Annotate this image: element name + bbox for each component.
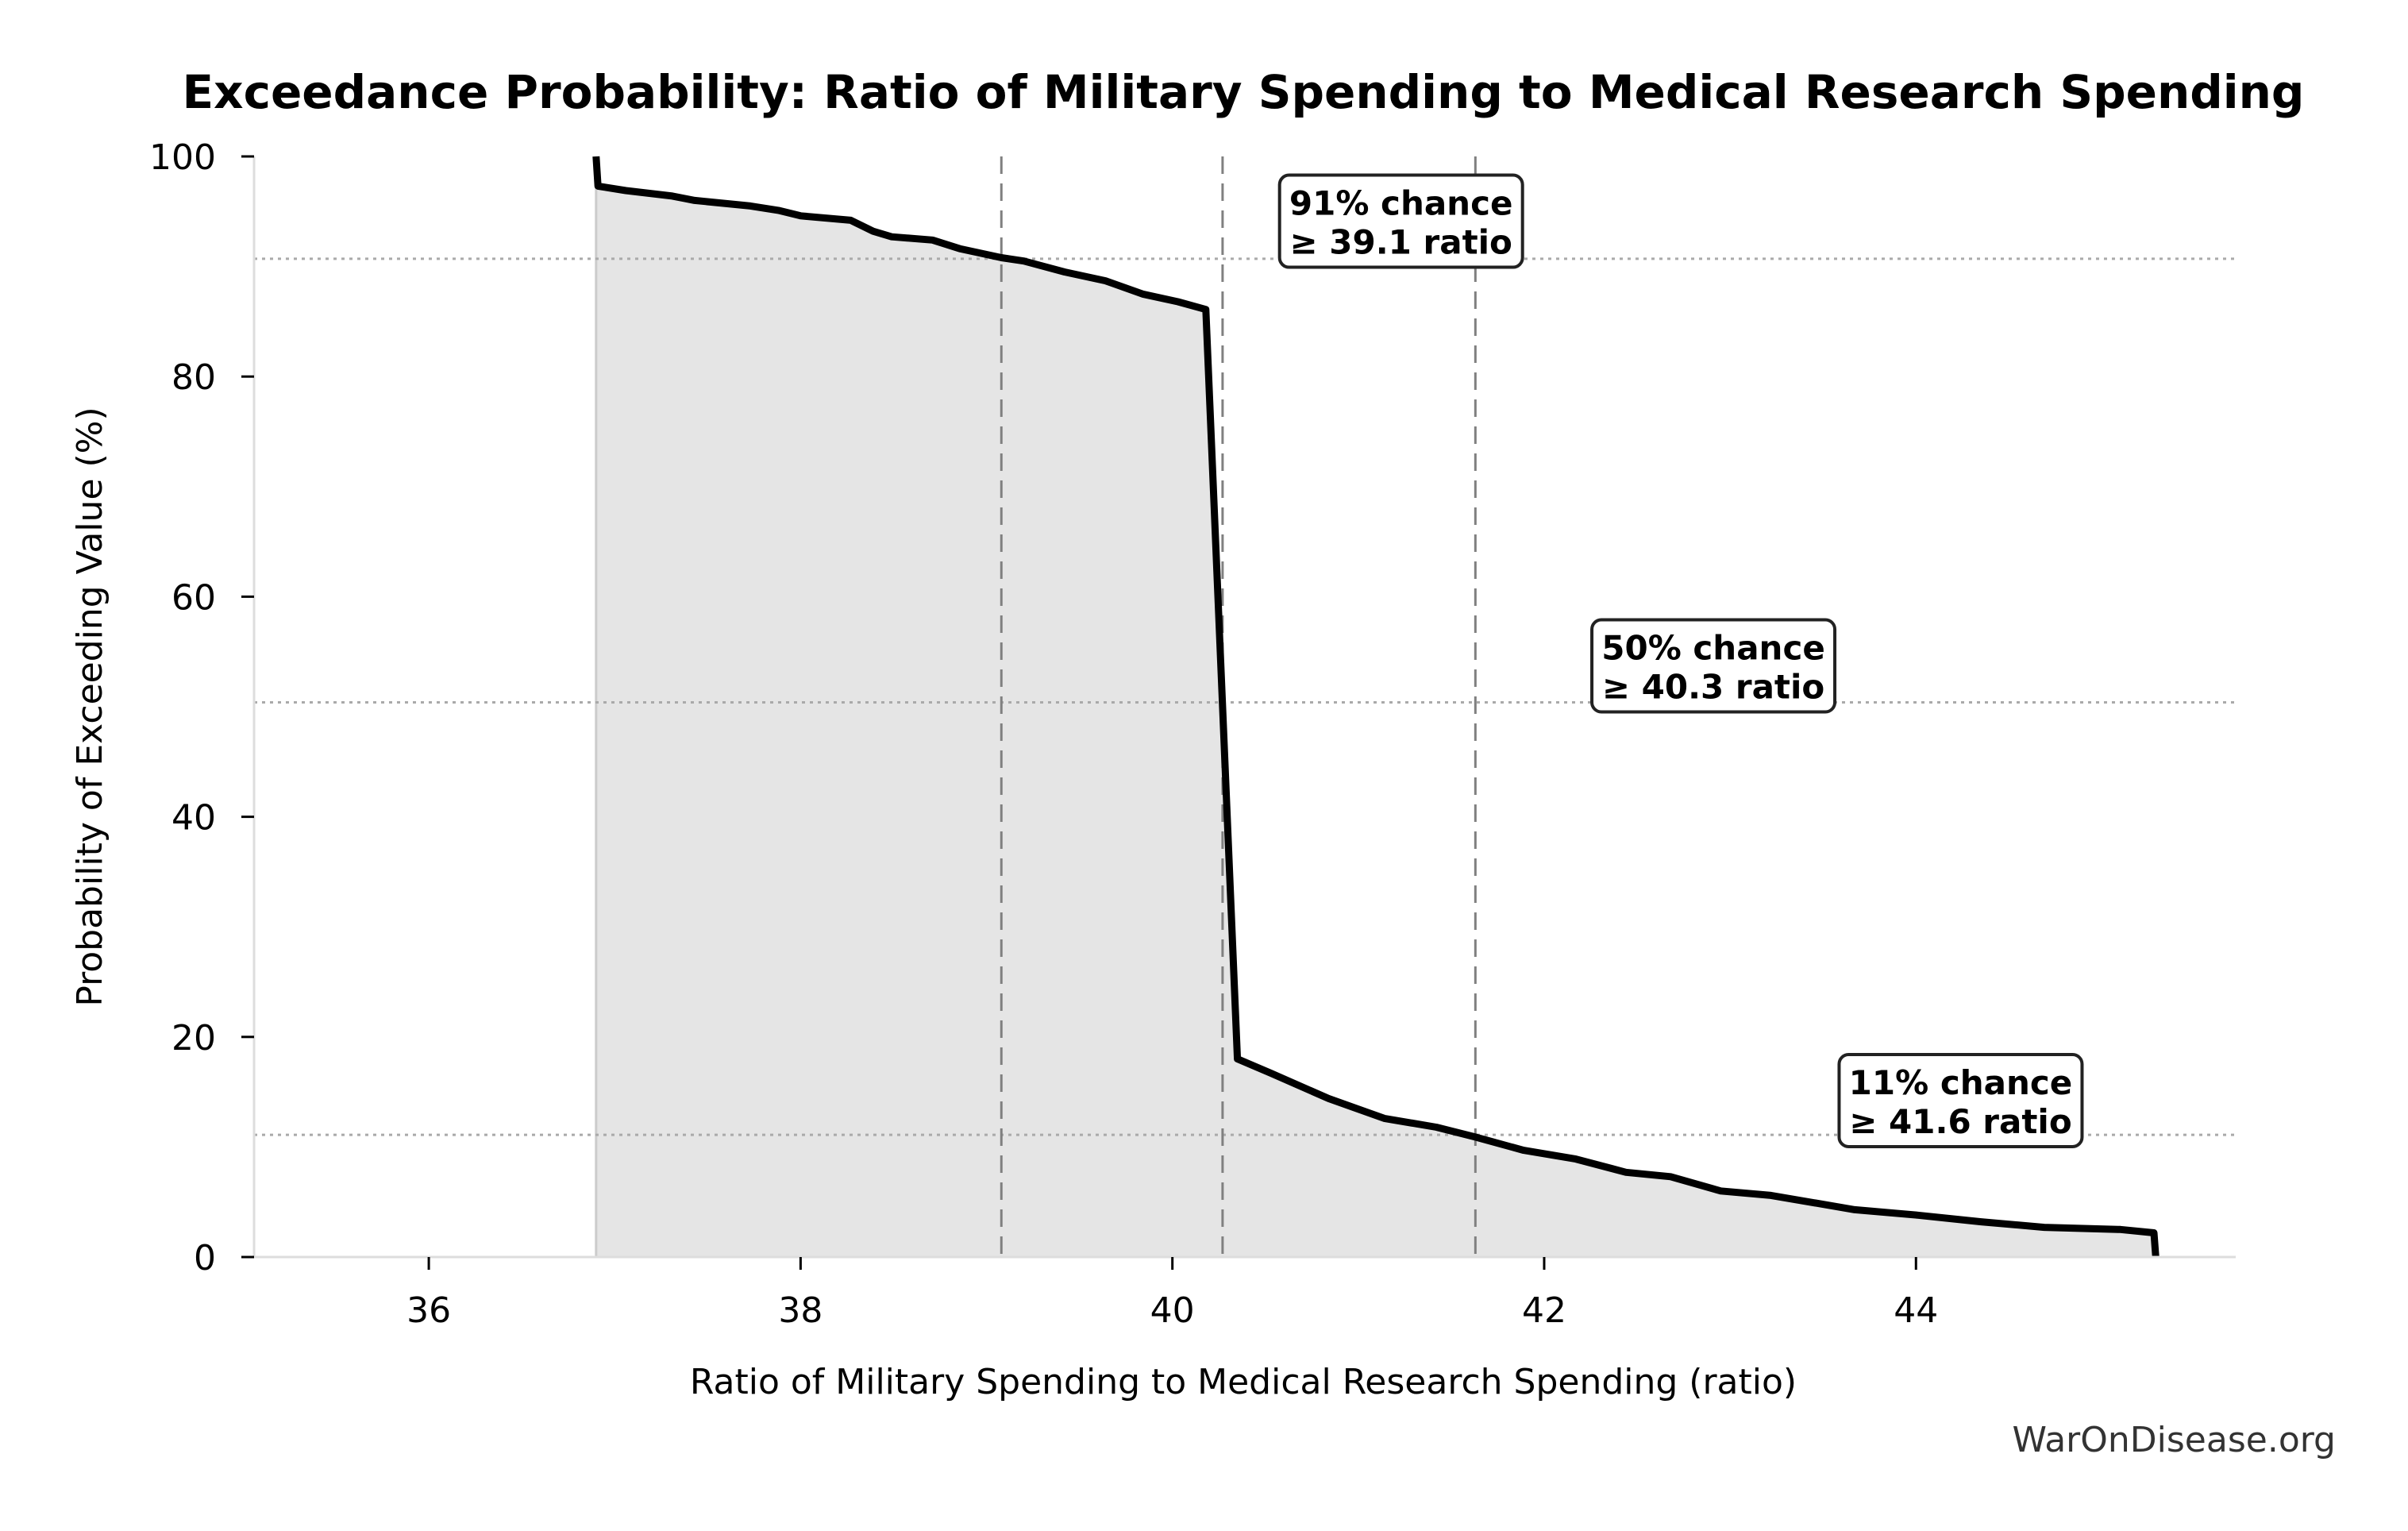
watermark: WarOnDisease.org xyxy=(2013,1420,2336,1460)
annotation-box xyxy=(1277,173,1524,269)
exceedance-curve xyxy=(592,156,2159,1258)
annotation-box xyxy=(1590,618,1837,714)
annotation-box xyxy=(1837,1052,2084,1148)
y-axis-label: Probability of Exceeding Value (%) xyxy=(70,407,110,1006)
annotation-probability-text: 11% chance xyxy=(1849,1063,2073,1102)
annotation-probability-text: 50% chance xyxy=(1601,629,1825,668)
x-tick-label: 38 xyxy=(778,1290,823,1331)
annotation-50-percent: 50% chance≥ 40.3 ratio xyxy=(1590,618,1837,714)
y-tick-label: 20 xyxy=(171,1018,216,1059)
annotation-ratio-text: ≥ 40.3 ratio xyxy=(1602,668,1824,707)
x-axis-label: Ratio of Military Spending to Medical Re… xyxy=(690,1362,1797,1402)
y-tick-label: 80 xyxy=(171,357,216,398)
annotations: 91% chance≥ 39.1 ratio 50% chance≥ 40.3 r… xyxy=(1277,173,2084,1148)
annotation-ratio-text: ≥ 39.1 ratio xyxy=(1289,223,1512,262)
x-axis-ticks: 36 38 40 42 44 xyxy=(406,1257,1938,1331)
x-tick-label: 42 xyxy=(1522,1290,1566,1331)
y-tick-label: 60 xyxy=(171,577,216,618)
y-axis-ticks: 0 20 40 60 80 100 xyxy=(149,137,254,1278)
plot-area: 0 20 40 60 80 100 36 38 40 42 44 91% chance≥ 39.1… xyxy=(149,137,2236,1331)
exceedance-area-fill xyxy=(595,156,2156,1257)
y-tick-label: 40 xyxy=(171,798,216,839)
x-tick-label: 36 xyxy=(406,1290,451,1331)
annotation-11-percent: 11% chance≥ 41.6 ratio xyxy=(1837,1052,2084,1148)
annotation-ratio-text: ≥ 41.6 ratio xyxy=(1849,1102,2071,1141)
x-tick-label: 40 xyxy=(1150,1290,1195,1331)
x-tick-label: 44 xyxy=(1894,1290,1938,1331)
annotation-91-percent: 91% chance≥ 39.1 ratio xyxy=(1277,173,1524,269)
y-tick-label: 100 xyxy=(149,137,216,178)
y-tick-label: 0 xyxy=(194,1238,216,1278)
annotation-probability-text: 91% chance xyxy=(1289,184,1513,223)
chart-title: Exceedance Probability: Ratio of Militar… xyxy=(183,65,2305,119)
